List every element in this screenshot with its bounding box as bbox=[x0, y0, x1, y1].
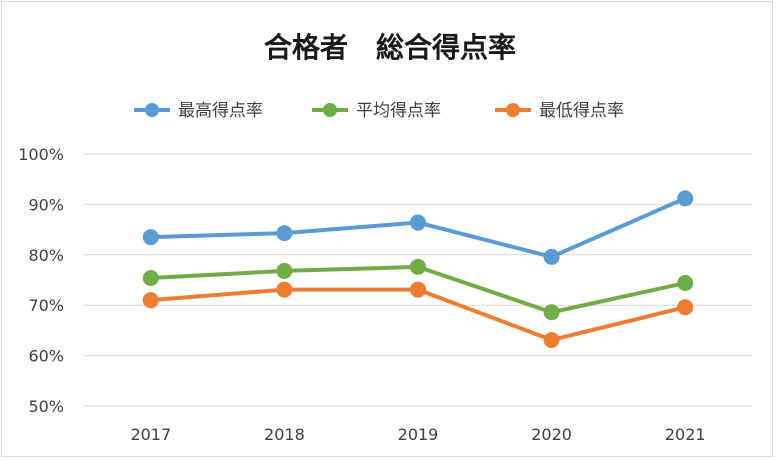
y-tick-label: 60% bbox=[28, 347, 64, 366]
data-point bbox=[543, 248, 560, 265]
data-point bbox=[142, 229, 159, 246]
y-tick-label: 70% bbox=[28, 296, 64, 315]
y-tick-label: 90% bbox=[28, 195, 64, 214]
legend-label: 最低得点率 bbox=[539, 101, 624, 121]
legend-swatch-marker bbox=[323, 103, 337, 117]
data-point bbox=[410, 281, 426, 298]
legend-label: 平均得点率 bbox=[356, 101, 441, 121]
x-tick-label: 2021 bbox=[665, 425, 706, 444]
data-point bbox=[142, 292, 159, 309]
gridlines bbox=[84, 153, 752, 407]
legend-swatch-marker bbox=[506, 103, 520, 117]
x-tick-label: 2017 bbox=[130, 425, 171, 444]
data-point bbox=[410, 258, 426, 275]
data-point bbox=[543, 304, 560, 321]
legend-swatch-marker bbox=[145, 103, 159, 117]
x-tick-label: 2018 bbox=[264, 425, 305, 444]
y-axis-ticks: 50% 60% 70% 80% 90% 100% bbox=[18, 145, 64, 416]
legend-label: 最高得点率 bbox=[178, 101, 263, 121]
data-point bbox=[276, 262, 293, 279]
data-point bbox=[410, 214, 426, 231]
data-point bbox=[276, 281, 293, 298]
data-point bbox=[677, 299, 694, 316]
x-axis-ticks: 2017 2018 2019 2020 2021 bbox=[130, 425, 705, 444]
y-tick-label: 100% bbox=[18, 145, 64, 164]
chart-title: 合格者 総合得点率 bbox=[264, 31, 516, 64]
x-tick-label: 2019 bbox=[398, 425, 439, 444]
data-point bbox=[276, 225, 293, 242]
data-point bbox=[677, 275, 694, 292]
x-tick-label: 2020 bbox=[531, 425, 572, 444]
y-tick-label: 80% bbox=[28, 246, 64, 265]
legend: 最高得点率 平均得点率 最低得点率 bbox=[134, 101, 624, 121]
series-group bbox=[142, 190, 694, 348]
data-point bbox=[142, 269, 159, 286]
data-point bbox=[677, 190, 694, 207]
y-tick-label: 50% bbox=[28, 397, 64, 416]
data-point bbox=[543, 331, 560, 348]
